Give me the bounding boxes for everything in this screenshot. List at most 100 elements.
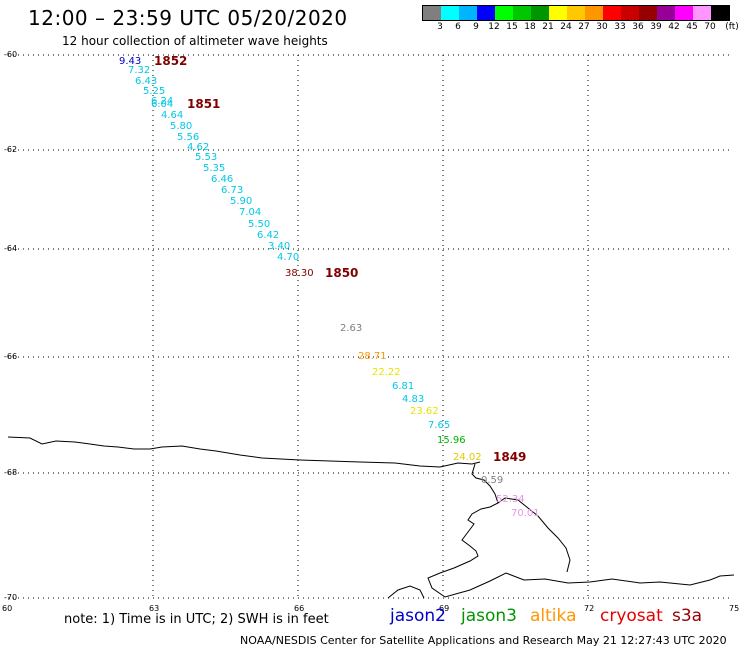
coastline-east bbox=[427, 463, 735, 598]
color-scale-label: 33 bbox=[614, 22, 626, 32]
coastline-inlet bbox=[497, 497, 571, 573]
color-scale-label: 18 bbox=[524, 22, 536, 32]
pass-time-label: 1849 bbox=[493, 450, 526, 464]
pass-time-label: 1850 bbox=[325, 266, 358, 280]
color-scale-label: 6 bbox=[455, 22, 461, 32]
mission-legend-item: altika bbox=[530, 606, 577, 626]
wave-height-label: 22.22 bbox=[372, 367, 401, 378]
coastline bbox=[7, 436, 735, 599]
wave-height-label: 5.90 bbox=[230, 196, 252, 207]
wave-height-label: 28.71 bbox=[358, 351, 387, 362]
wave-height-label: 5.50 bbox=[248, 219, 270, 230]
lat-lon-grid bbox=[8, 54, 733, 599]
color-scale-label: 15 bbox=[506, 22, 518, 32]
pass-time-label: 1851 bbox=[187, 97, 220, 111]
wave-height-label: 52.34 bbox=[496, 494, 525, 505]
mission-legend-item: jason2 bbox=[390, 606, 446, 626]
longitude-tick-label: 75 bbox=[729, 604, 740, 613]
color-swatch bbox=[513, 6, 531, 20]
latitude-tick-label: -62 bbox=[4, 145, 18, 154]
color-scale-label: 21 bbox=[542, 22, 554, 32]
footer-credit: NOAA/NESDIS Center for Satellite Applica… bbox=[240, 634, 727, 647]
color-swatch bbox=[585, 6, 603, 20]
wave-height-label: 7.32 bbox=[128, 65, 150, 76]
wave-height-label: 7.65 bbox=[428, 420, 450, 431]
color-scale-label: 42 bbox=[668, 22, 680, 32]
longitude-tick-label: 66 bbox=[294, 604, 305, 613]
color-scale-label: 45 bbox=[686, 22, 698, 32]
color-swatch bbox=[459, 6, 477, 20]
wave-height-label: 6.04 bbox=[151, 99, 173, 110]
color-scale-label: 27 bbox=[578, 22, 590, 32]
color-scale-bar bbox=[422, 5, 730, 21]
color-swatch bbox=[639, 6, 657, 20]
color-scale-label: 36 bbox=[632, 22, 644, 32]
wave-height-label: 4.62 bbox=[187, 142, 209, 153]
wave-height-label: 6.24 bbox=[151, 96, 173, 107]
wave-height-label: 15.96 bbox=[437, 435, 466, 446]
wave-height-label: 5.56 bbox=[177, 132, 199, 143]
wave-height-label: 5.35 bbox=[203, 163, 225, 174]
color-swatch bbox=[549, 6, 567, 20]
wave-height-label: 7.04 bbox=[239, 207, 261, 218]
coastline-southwest bbox=[387, 585, 425, 599]
latitude-tick-label: -70 bbox=[4, 593, 18, 602]
wave-height-label: 23.62 bbox=[410, 406, 439, 417]
wave-height-label: 70.01 bbox=[511, 508, 540, 519]
wave-height-label: 6.42 bbox=[257, 230, 279, 241]
wave-height-label: 9.43 bbox=[119, 56, 141, 67]
longitude-tick-label: 72 bbox=[584, 604, 595, 613]
color-scale-label: 24 bbox=[560, 22, 572, 32]
color-scale-unit: (ft) bbox=[725, 22, 739, 32]
wave-height-label: 24.02 bbox=[453, 452, 482, 463]
wave-height-track: 9.437.326.435.256.246.044.645.805.564.62… bbox=[119, 54, 540, 519]
color-scale-label: 3 bbox=[437, 22, 443, 32]
wave-height-label: 4.64 bbox=[161, 110, 183, 121]
latitude-tick-label: -68 bbox=[4, 468, 18, 477]
latitude-tick-label: -60 bbox=[4, 50, 18, 59]
mission-legend-item: s3a bbox=[672, 606, 703, 626]
color-swatch bbox=[711, 6, 729, 20]
longitude-tick-label: 60 bbox=[2, 604, 13, 613]
pass-time-label: 1852 bbox=[154, 54, 187, 68]
wave-height-label: 5.53 bbox=[195, 152, 217, 163]
wave-height-label: 4.70 bbox=[277, 252, 299, 263]
wave-height-label: 6.46 bbox=[211, 174, 233, 185]
color-scale-label: 70 bbox=[704, 22, 716, 32]
color-swatch bbox=[531, 6, 549, 20]
wave-height-label: 3.40 bbox=[268, 241, 290, 252]
wave-height-label: 5.80 bbox=[170, 121, 192, 132]
coastline-main bbox=[7, 436, 481, 468]
color-swatch bbox=[423, 6, 441, 20]
wave-height-label: 4.83 bbox=[402, 394, 424, 405]
footer-note: note: 1) Time is in UTC; 2) SWH is in fe… bbox=[64, 612, 329, 627]
color-swatch bbox=[477, 6, 495, 20]
color-swatch bbox=[693, 6, 711, 20]
color-swatch bbox=[621, 6, 639, 20]
wave-height-label: 6.73 bbox=[221, 185, 243, 196]
longitude-tick-label: 69 bbox=[439, 604, 450, 613]
color-scale-label: 12 bbox=[488, 22, 500, 32]
color-swatch bbox=[441, 6, 459, 20]
color-swatch bbox=[495, 6, 513, 20]
wave-height-label: 0.59 bbox=[481, 475, 503, 486]
color-swatch bbox=[567, 6, 585, 20]
mission-legend-item: jason3 bbox=[461, 606, 517, 626]
page-title: 12:00 – 23:59 UTC 05/20/2020 bbox=[28, 6, 348, 30]
color-swatch bbox=[603, 6, 621, 20]
color-scale-label: 30 bbox=[596, 22, 608, 32]
latitude-tick-label: -66 bbox=[4, 352, 18, 361]
color-scale-label: 39 bbox=[650, 22, 662, 32]
mission-legend-item: cryosat bbox=[600, 606, 663, 626]
wave-height-label: 6.81 bbox=[392, 381, 414, 392]
latitude-tick-label: -64 bbox=[4, 244, 18, 253]
wave-height-label: 5.25 bbox=[143, 86, 165, 97]
wave-height-label: 2.63 bbox=[340, 323, 362, 334]
color-swatch bbox=[675, 6, 693, 20]
longitude-tick-label: 63 bbox=[149, 604, 160, 613]
color-swatch bbox=[657, 6, 675, 20]
color-scale-labels: 3 6 9 12 15 18 21 24 27 30 33 36 39 42 45 70 (ft) bbox=[422, 22, 740, 34]
wave-height-label: 38.30 bbox=[285, 268, 314, 279]
page-subtitle: 12 hour collection of altimeter wave hei… bbox=[62, 34, 328, 48]
